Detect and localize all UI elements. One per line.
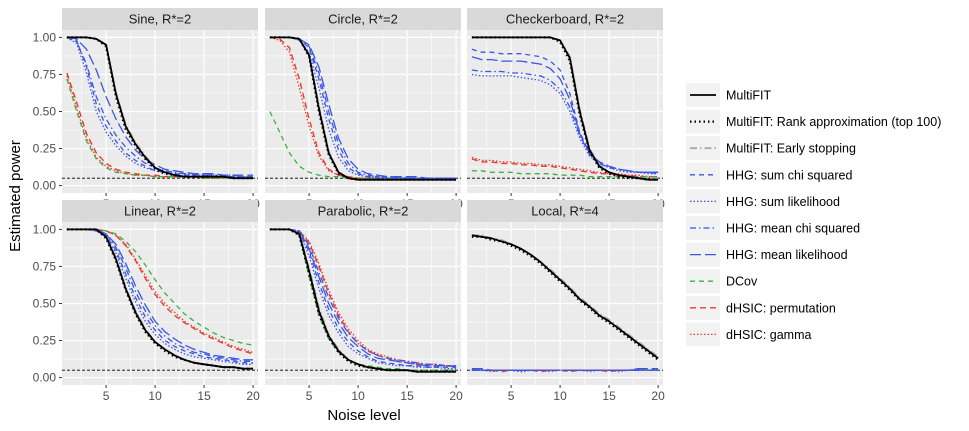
x-tick-label: 10 [553, 389, 567, 403]
y-tick-label: 0.75 [33, 67, 57, 81]
panel-title: Parabolic, R*=2 [318, 204, 409, 219]
legend-item: HHG: mean likelihood [686, 242, 848, 267]
legend-label: DCov [726, 275, 758, 289]
legend-label: MultiFIT: Early stopping [726, 142, 856, 156]
legend-label: HHG: sum likelihood [726, 195, 840, 209]
panel-local: Local, R*=4 5 10 15 20 [467, 200, 665, 403]
series-line [471, 69, 659, 175]
series-line [66, 228, 254, 354]
panel-linear: Linear, R*=2 0.00 0.25 0.50 0.75 1.00 5 10 15 20 [33, 200, 260, 403]
legend-item: HHG: mean chi squared [686, 216, 860, 240]
y-tick-label: 0.50 [33, 297, 57, 311]
series-line [269, 228, 457, 367]
x-tick-label: 10 [351, 389, 365, 403]
series-line [471, 369, 659, 373]
x-tick-label: 20 [651, 389, 665, 403]
legend-item: HHG: sum chi squared [686, 162, 852, 187]
legend-label: HHG: mean likelihood [726, 248, 848, 262]
panel-strip [265, 200, 461, 222]
y-tick-label: 0.50 [33, 105, 57, 119]
x-tick-label: 5 [103, 389, 110, 403]
series-line [471, 36, 659, 181]
legend-item: MultiFIT: Rank approximation (top 100) [686, 109, 941, 134]
series-line [471, 48, 659, 173]
series-line [66, 72, 254, 179]
x-tick-label: 15 [197, 389, 211, 403]
series-line [269, 228, 457, 370]
y-axis-title: Estimated power [7, 140, 24, 252]
x-tick-label: 15 [400, 389, 414, 403]
x-tick-label: 5 [306, 389, 313, 403]
x-tick-label: 15 [602, 389, 616, 403]
series-line [471, 73, 659, 175]
panel-parabolic: Parabolic, R*=2 5 10 15 20 [265, 200, 463, 403]
series-line [471, 234, 659, 360]
legend-item: MultiFIT [686, 83, 772, 107]
legend-item: HHG: sum likelihood [686, 189, 840, 214]
series-line [66, 36, 254, 180]
series-line [471, 368, 659, 371]
panel-title: Local, R*=4 [531, 204, 599, 219]
y-tick-label: 1.00 [33, 222, 57, 236]
legend: MultiFIT MultiFIT: Rank approximation (to… [686, 83, 941, 347]
legend-item: dHSIC: permutation [686, 295, 836, 320]
legend-label: dHSIC: gamma [726, 328, 811, 342]
panel-title: Checkerboard, R*=2 [506, 12, 624, 27]
series-line [471, 234, 659, 358]
panel-strip [467, 8, 663, 30]
y-tick-label: 0.25 [33, 334, 57, 348]
panel-strip [265, 8, 461, 30]
series-line [269, 228, 457, 373]
panel-strip [62, 200, 258, 222]
legend-label: dHSIC: permutation [726, 301, 836, 315]
legend-key [686, 189, 720, 214]
y-tick-label: 0.00 [33, 371, 57, 385]
legend-item: DCov [686, 269, 758, 294]
series-line [66, 228, 254, 365]
y-tick-label: 0.25 [33, 142, 57, 156]
legend-key [686, 109, 720, 134]
panel-title: Linear, R*=2 [124, 204, 196, 219]
legend-label: HHG: sum chi squared [726, 168, 852, 182]
series-line [269, 36, 457, 181]
legend-label: HHG: mean chi squared [726, 222, 860, 236]
legend-item: MultiFIT: Early stopping [686, 136, 856, 161]
y-tick-label: 0.75 [33, 259, 57, 273]
legend-key [686, 322, 720, 347]
y-tick-label: 0.00 [33, 179, 57, 193]
x-axis-title: Noise level [327, 407, 400, 424]
x-tick-label: 5 [508, 389, 515, 403]
series-line [66, 36, 254, 178]
legend-label: MultiFIT [726, 89, 772, 103]
legend-label: MultiFIT: Rank approximation (top 100) [726, 115, 941, 129]
x-tick-label: 10 [148, 389, 162, 403]
series-line [471, 158, 659, 178]
series-line [471, 36, 659, 181]
series-line [66, 78, 254, 179]
panel-strip [62, 8, 258, 30]
panel-title: Circle, R*=2 [328, 12, 398, 27]
x-tick-label: 20 [449, 389, 463, 403]
panel-title: Sine, R*=2 [129, 12, 192, 27]
panel-strip [467, 200, 663, 222]
legend-item: dHSIC: gamma [686, 322, 811, 347]
x-tick-label: 20 [246, 389, 260, 403]
y-tick-label: 1.00 [33, 30, 57, 44]
series-line [269, 36, 457, 179]
series-line [66, 228, 254, 370]
series-line [471, 156, 659, 178]
